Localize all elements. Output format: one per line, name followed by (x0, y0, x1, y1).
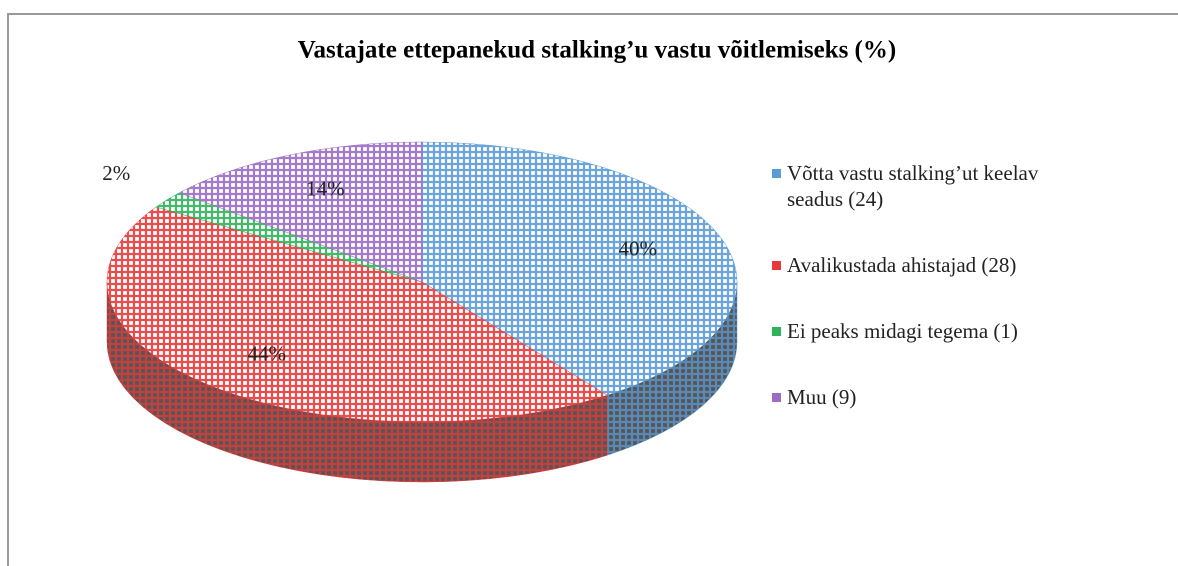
legend-label: Ei peaks midagi tegema (1) (787, 319, 1018, 343)
pie-slice (421, 141, 738, 396)
frame (7, 13, 1178, 566)
legend-item: Avalikustada ahistajad (28) (772, 252, 1082, 278)
chart-title: Vastajate ettepanekud stalking’u vastu v… (298, 37, 896, 64)
data-label: 14% (306, 177, 345, 201)
data-label: 2% (102, 161, 130, 185)
pie-slice (178, 141, 423, 283)
legend-label: Avalikustada ahistajad (28) (787, 253, 1017, 277)
legend-swatch (772, 261, 781, 270)
legend-swatch (772, 327, 781, 336)
pie-slice (106, 206, 608, 423)
legend-label: Võtta vastu stalking’ut keelav seadus (2… (787, 161, 1039, 211)
legend-item: Ei peaks midagi tegema (1) (772, 318, 1082, 344)
legend: Võtta vastu stalking’ut keelav seadus (2… (772, 160, 1082, 450)
data-label: 40% (618, 237, 657, 261)
legend-item: Muu (9) (772, 384, 1082, 410)
data-label: 44% (247, 341, 286, 365)
legend-item: Võtta vastu stalking’ut keelav seadus (2… (772, 160, 1082, 212)
legend-swatch (772, 169, 781, 178)
legend-label: Muu (9) (787, 385, 857, 409)
legend-swatch (772, 393, 781, 402)
